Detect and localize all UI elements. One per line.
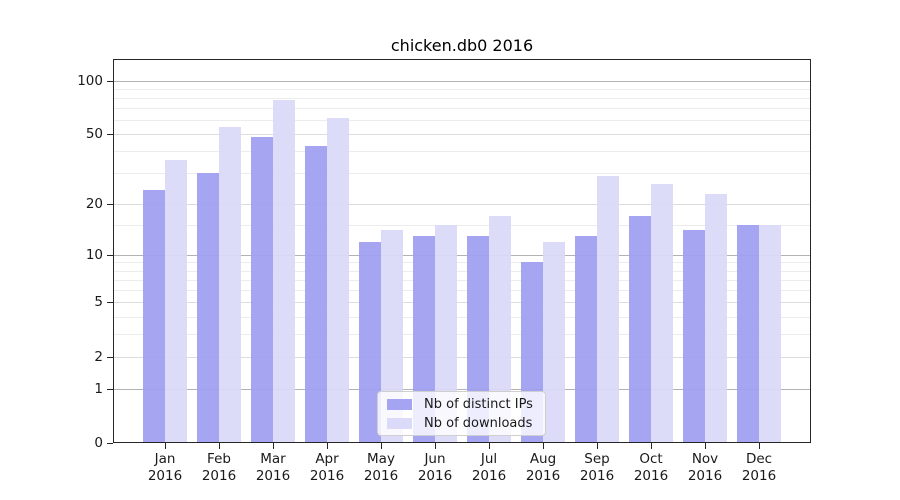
bar-nb-of-distinct-ips-may [359,241,381,443]
bar-nb-of-distinct-ips-nov [683,230,705,443]
y-tick-20 [107,203,113,205]
x-tick-apr [327,443,328,449]
bar-nb-of-distinct-ips-dec [737,225,759,443]
gridline-6 [113,290,811,292]
gridline-2 [113,356,811,358]
y-tick-5 [107,302,113,304]
gridline-9 [113,262,811,264]
y-tick-label-10: 10 [85,246,103,263]
y-tick-0 [107,443,113,444]
plot-area: Nb of distinct IPs Nb of downloads 100 50… [77,59,811,484]
y-tick-label-1: 1 [94,380,103,397]
y-tick-10 [107,254,113,256]
legend-swatch-downloads [387,418,412,429]
gridline-80 [113,97,811,99]
legend-item-distinct-ips: Nb of distinct IPs [378,395,545,414]
plot-border [113,59,811,443]
gridline-8 [113,270,811,272]
x-tick-feb [219,443,220,449]
gridline-1 [113,388,811,390]
x-tick-nov [705,443,706,449]
y-tick-1 [107,388,113,390]
y-tick-label-100: 100 [77,72,103,89]
bar-nb-of-downloads-jun [435,225,457,443]
bar-nb-of-downloads-mar [273,99,295,443]
x-tick-sep [597,443,598,449]
x-tick-label-sep: Sep 2016 [579,451,615,484]
bar-nb-of-distinct-ips-jan [143,190,165,443]
x-tick-label-dec: Dec 2016 [741,451,777,484]
x-tick-dec [759,443,760,449]
gridline-100 [113,80,811,82]
gridline-4 [113,316,811,318]
bar-nb-of-downloads-apr [327,117,349,443]
y-tick-2 [107,356,113,358]
bar-nb-of-downloads-dec [759,225,781,443]
x-tick-label-jun: Jun 2016 [417,451,453,484]
bar-nb-of-distinct-ips-sep [575,235,597,443]
bar-nb-of-downloads-aug [543,241,565,443]
x-tick-label-may: May 2016 [363,451,399,484]
y-tick-label-20: 20 [85,195,103,212]
x-tick-oct [651,443,652,449]
x-tick-label-jul: Jul 2016 [471,451,507,484]
x-tick-aug [543,443,544,449]
bar-nb-of-distinct-ips-apr [305,145,327,443]
y-tick-50 [107,134,113,136]
x-tick-jan [165,443,166,449]
bar-nb-of-distinct-ips-feb [197,173,219,443]
x-tick-label-mar: Mar 2016 [255,451,291,484]
x-tick-label-nov: Nov 2016 [687,451,723,484]
x-tick-label-feb: Feb 2016 [201,451,237,484]
bar-nb-of-distinct-ips-oct [629,216,651,443]
gridline-60 [113,120,811,122]
gridline-70 [113,108,811,110]
gridline-90 [113,88,811,90]
legend: Nb of distinct IPs Nb of downloads [377,391,546,436]
gridline-7 [113,279,811,281]
gridline-3 [113,334,811,336]
gridline-15 [113,225,811,227]
legend-label-downloads: Nb of downloads [424,416,533,431]
bar-nb-of-downloads-oct [651,184,673,443]
y-tick-label-50: 50 [85,126,103,143]
gridline-30 [113,173,811,175]
x-tick-may [381,443,382,449]
y-tick-label-0: 0 [94,435,103,451]
bar-nb-of-distinct-ips-mar [251,137,273,443]
x-tick-label-jan: Jan 2016 [147,451,183,484]
chart-title: chicken.db0 2016 [390,36,534,55]
bar-nb-of-downloads-jan [165,159,187,443]
bar-nb-of-downloads-sep [597,175,619,443]
bar-nb-of-downloads-feb [219,126,241,443]
x-tick-mar [273,443,274,449]
gridline-40 [113,151,811,153]
x-tick-label-aug: Aug 2016 [525,451,561,484]
x-tick-label-oct: Oct 2016 [633,451,669,484]
bar-nb-of-downloads-jul [489,216,511,443]
bar-nb-of-downloads-may [381,230,403,443]
gridline-20 [113,203,811,205]
gridline-50 [113,134,811,136]
y-tick-label-5: 5 [94,294,103,311]
y-tick-100 [107,80,113,82]
x-tick-label-apr: Apr 2016 [309,451,345,484]
y-tick-label-2: 2 [94,348,103,365]
bar-nb-of-downloads-nov [705,193,727,443]
gridline-10 [113,254,811,256]
gridline-5 [113,302,811,304]
x-tick-jul [489,443,490,449]
legend-swatch-distinct-ips [387,399,412,410]
legend-item-downloads: Nb of downloads [378,414,545,433]
x-tick-jun [435,443,436,449]
legend-label-distinct-ips: Nb of distinct IPs [424,397,533,412]
